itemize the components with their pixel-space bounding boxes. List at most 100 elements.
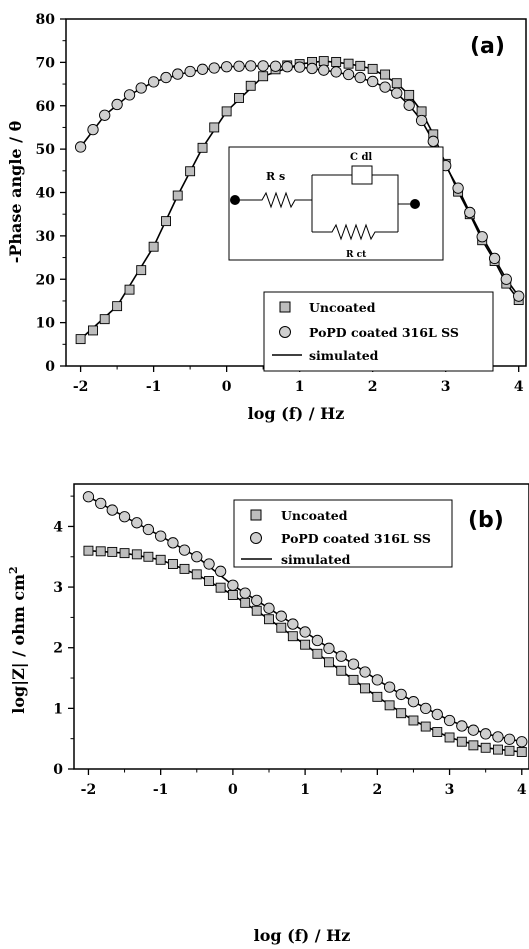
popd-coated-data-point [427,135,439,147]
popd-coated-data-point [142,523,155,536]
legend-circle-marker [250,532,262,544]
x-tick-label: 0 [222,379,232,395]
uncoated-data-point [276,622,287,633]
popd-coated-data-point [395,688,407,701]
uncoated-data-point [420,721,431,732]
uncoated-data-point [143,551,154,562]
x-tick-label: -2 [73,379,89,395]
legend-entry-simulated: simulated [309,348,379,363]
uncoated-data-point [185,166,196,177]
uncoated-data-point [112,301,123,312]
uncoated-data-point [209,122,220,133]
y-tick-label: 60 [36,99,56,115]
popd-coated-data-point [516,736,528,748]
uncoated-data-point [468,740,479,751]
uncoated-data-point [161,216,171,227]
panel-a-legend-frame [263,291,494,372]
uncoated-data-point [432,727,443,737]
uncoated-data-point [408,715,419,726]
uncoated-data-point [204,576,215,586]
uncoated-data-point [331,56,342,67]
popd-coated-data-point [407,696,420,708]
uncoated-data-point [245,80,256,91]
uncoated-data-point [107,546,118,557]
panel-b-y-axis-title-main: log|Z| / ohm cm [9,574,28,714]
popd-coated-data-point [147,76,160,88]
uncoated-data-point [360,683,371,694]
popd-coated-data-point [275,610,287,622]
x-tick-label: 2 [368,379,378,395]
uncoated-data-point [287,631,298,642]
circuit-label-cdl: C dl [350,152,372,163]
uncoated-data-point [215,582,226,593]
popd-coated-data-point [251,594,263,607]
popd-coated-data-point [95,497,107,510]
popd-coated-data-point [155,530,167,542]
popd-coated-data-point [415,114,428,127]
popd-coated-data-point [306,62,318,75]
popd-coated-data-point [287,618,299,630]
popd-coated-data-point [379,81,391,93]
popd-coated-data-point [354,71,366,84]
y-tick-label: 10 [36,316,56,332]
uncoated-data-point [492,744,503,755]
y-tick-label: 2 [53,641,63,657]
popd-coated-data-point [191,551,203,563]
uncoated-data-point [323,657,334,668]
popd-coated-data-point [196,63,209,75]
popd-coated-data-point [111,98,123,111]
uncoated-data-point [380,69,391,80]
popd-coated-data-point [464,206,476,219]
uncoated-data-point [234,92,244,103]
popd-coated-data-point [160,71,172,84]
x-tick-label: 4 [514,379,524,395]
uncoated-data-point [258,71,269,82]
popd-coated-data-point [167,537,179,549]
panel-b: -2 -1 0 1 2 3 4 0 1 2 3 4 (b) Uncoated PoPD coated … [7,483,529,945]
popd-coated-data-point [323,642,335,654]
uncoated-data-point [179,563,190,574]
popd-coated-data-point [476,231,488,243]
uncoated-data-point [516,747,527,757]
popd-coated-data-point [118,511,131,523]
uncoated-data-point [416,106,427,117]
uncoated-data-point [336,665,347,676]
uncoated-data-point [300,639,311,650]
popd-coated-data-point [318,64,330,76]
uncoated-data-point [83,545,94,556]
popd-coated-data-point [233,60,245,72]
popd-coated-data-point [269,60,282,72]
legend-entry-uncoated: Uncoated [281,508,348,523]
popd-coated-data-point [294,61,306,73]
uncoated-data-point [318,56,329,67]
popd-coated-data-point [371,674,383,686]
popd-coated-data-point [335,650,347,662]
popd-coated-data-point [220,61,233,73]
panel-b-x-axis-title: log (f) / Hz [254,926,351,945]
popd-coated-data-point [131,517,143,529]
uncoated-data-point [367,63,378,74]
uncoated-data-point [88,325,98,336]
uncoated-data-point [197,142,208,153]
uncoated-data-point [355,60,366,71]
popd-coated-data-point [342,68,355,81]
uncoated-data-point [167,559,178,569]
popd-coated-data-point [87,123,99,136]
popd-coated-data-point [492,731,504,743]
uncoated-data-point [75,334,86,345]
y-tick-label: 50 [36,142,56,158]
legend-square-marker [279,301,291,313]
equivalent-circuit-inset: R s C dl R ct [228,146,444,261]
uncoated-data-point [264,614,274,625]
panel-b-plot-frame [73,483,529,770]
uncoated-data-point [99,314,110,325]
x-tick-label: -1 [146,379,162,395]
uncoated-data-point [172,190,183,201]
popd-coated-data-point [172,68,184,80]
popd-coated-data-point [208,62,220,74]
uncoated-data-point [372,691,383,702]
panel-a-y-axis-title: -Phase angle / θ [6,120,25,263]
uncoated-data-point [312,648,323,659]
